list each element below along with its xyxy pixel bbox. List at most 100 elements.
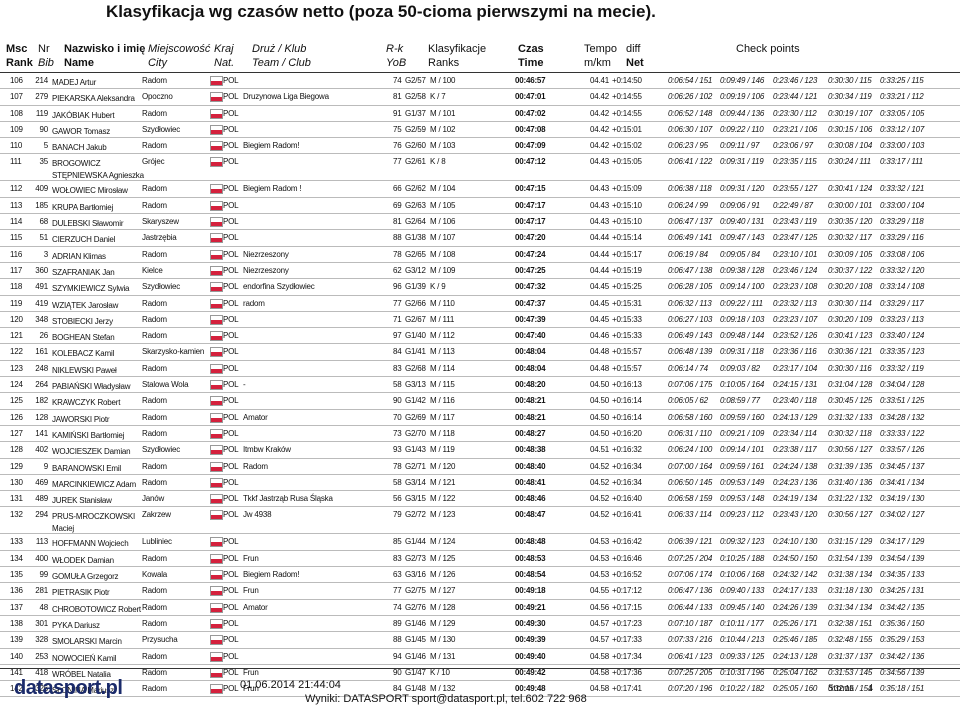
split-5: 0:34:02 / 127 [880, 510, 925, 520]
result-row: 128 402 WOJCIESZEK Damian Szydłowiec POL Itmb… [0, 442, 960, 459]
result-row: 137 48 CHROBOTOWICZ Robert Radom POL Amator 74… [0, 600, 960, 616]
club: Tkkf Jastrząb Rusa Śląska [243, 494, 333, 504]
nat: POL [223, 445, 239, 455]
yob: 77 [393, 157, 402, 167]
time: 00:47:24 [515, 249, 546, 259]
tempo: 04.46 [590, 331, 610, 341]
bib: 26 [39, 331, 49, 341]
flag [210, 618, 223, 629]
bib: 491 [35, 282, 48, 292]
name: WŁODEK Damian [52, 555, 114, 565]
diff: +0:17:41 [612, 684, 642, 694]
tempo: 04.58 [590, 651, 610, 661]
nat: POL [223, 635, 239, 645]
yob: 78 [393, 249, 402, 259]
split-1: 0:06:47 / 136 [668, 586, 713, 596]
category: G3/12 [405, 265, 426, 275]
name: PIEKARSKA Aleksandra [52, 94, 135, 104]
split-1: 0:06:48 / 139 [668, 347, 713, 357]
split-5: 0:33:32 / 119 [880, 363, 924, 373]
split-4: 0:30:30 / 116 [828, 363, 872, 373]
split-4: 0:31:18 / 130 [828, 586, 873, 596]
yob: 75 [393, 124, 402, 134]
city: Janów [142, 494, 165, 504]
split-3: 0:23:47 / 125 [773, 233, 818, 243]
split-3: 0:23:23 / 107 [773, 314, 818, 324]
rank: 114 [10, 217, 23, 227]
rank: 107 [10, 92, 23, 102]
split-2: 0:10:44 / 213 [720, 635, 765, 645]
nat: POL [223, 249, 239, 259]
name: BOGHEAN Stefan [52, 333, 115, 343]
city: Radom [142, 651, 167, 661]
split-4: 0:30:20 / 109 [828, 314, 873, 324]
flag [210, 428, 223, 439]
header-text: Ranks [428, 57, 460, 69]
rank: 112 [10, 184, 23, 194]
bib: 469 [35, 477, 48, 487]
rank: 122 [10, 347, 23, 357]
yob: 76 [393, 141, 402, 151]
result-row: 141 418 WRÓBEL Natalia Radom POL Frun 90 G1/47 K… [0, 665, 960, 682]
bib: 264 [35, 380, 48, 390]
rank: 124 [10, 380, 23, 390]
tempo: 04.50 [590, 428, 610, 438]
nat: POL [223, 428, 239, 438]
time: 00:48:27 [515, 428, 546, 438]
tempo: 04.43 [590, 217, 610, 227]
city: Radom [142, 76, 167, 85]
city: Radom [142, 314, 167, 324]
rank: 120 [10, 314, 23, 324]
yob: 71 [393, 314, 402, 324]
bib: 141 [35, 428, 48, 438]
title: Klasyfikacja wg czasów netto (poza 50-ci… [106, 2, 656, 21]
tempo: 04.43 [590, 184, 610, 194]
split-1: 0:06:49 / 141 [668, 233, 713, 243]
result-row: 112 409 WOŁOWIEC Mirosław Radom POL Biegiem R… [0, 181, 960, 198]
time: 00:47:08 [515, 124, 546, 134]
tempo: 04.42 [590, 108, 610, 118]
time: 00:49:40 [515, 651, 546, 661]
time: 00:47:12 [515, 157, 546, 167]
split-3: 0:23:40 / 118 [773, 396, 817, 406]
city: Radom [142, 477, 167, 487]
yob: 96 [393, 282, 402, 292]
split-1: 0:07:20 / 196 [668, 684, 713, 694]
tempo: 04.48 [590, 363, 610, 373]
city: Radom [142, 331, 167, 341]
split-2: 0:09:18 / 103 [720, 314, 765, 324]
bib: 48 [39, 602, 49, 612]
class: M / 107 [430, 233, 456, 243]
split-3: 0:23:44 / 121 [773, 92, 818, 102]
yob: 62 [393, 265, 402, 275]
name: HOFFMANN Wojciech [52, 539, 129, 549]
name: WOŁOWIEC Mirosław [52, 186, 128, 196]
contact-info: Wyniki: DATASPORT sport@datasport.pl, te… [305, 693, 587, 705]
club: Radom [243, 461, 268, 471]
time: 00:47:37 [515, 298, 546, 308]
diff: +0:15:17 [612, 249, 642, 259]
bib: 360 [35, 265, 48, 275]
category: G3/14 [405, 477, 426, 487]
split-2: 0:09:06 / 91 [720, 200, 760, 210]
split-1: 0:06:23 / 95 [668, 141, 708, 151]
print-date: 01.06.2014 21:44:04 [240, 679, 341, 691]
time: 00:49:21 [515, 602, 546, 612]
time: 00:48:04 [515, 347, 546, 357]
rank: 139 [10, 635, 23, 645]
split-2: 0:09:33 / 125 [720, 651, 765, 661]
split-3: 0:24:32 / 142 [773, 570, 818, 580]
bib: 419 [35, 298, 48, 308]
class: M / 119 [430, 445, 455, 455]
header-text: Czas [518, 43, 544, 55]
flag [210, 141, 223, 152]
time: 00:48:54 [515, 570, 546, 580]
split-5: 0:34:28 / 132 [880, 412, 925, 422]
split-2: 0:09:22 / 110 [720, 124, 764, 134]
city: Radom [142, 396, 167, 406]
name: DULEBSKI Sławomir [52, 219, 124, 229]
split-4: 0:31:37 / 137 [828, 651, 873, 661]
result-row: 129 9 BARANOWSKI Emil Radom POL Radom 78 G2/71 M… [0, 459, 960, 475]
diff: +0:16:14 [612, 412, 642, 422]
flag [210, 249, 223, 260]
